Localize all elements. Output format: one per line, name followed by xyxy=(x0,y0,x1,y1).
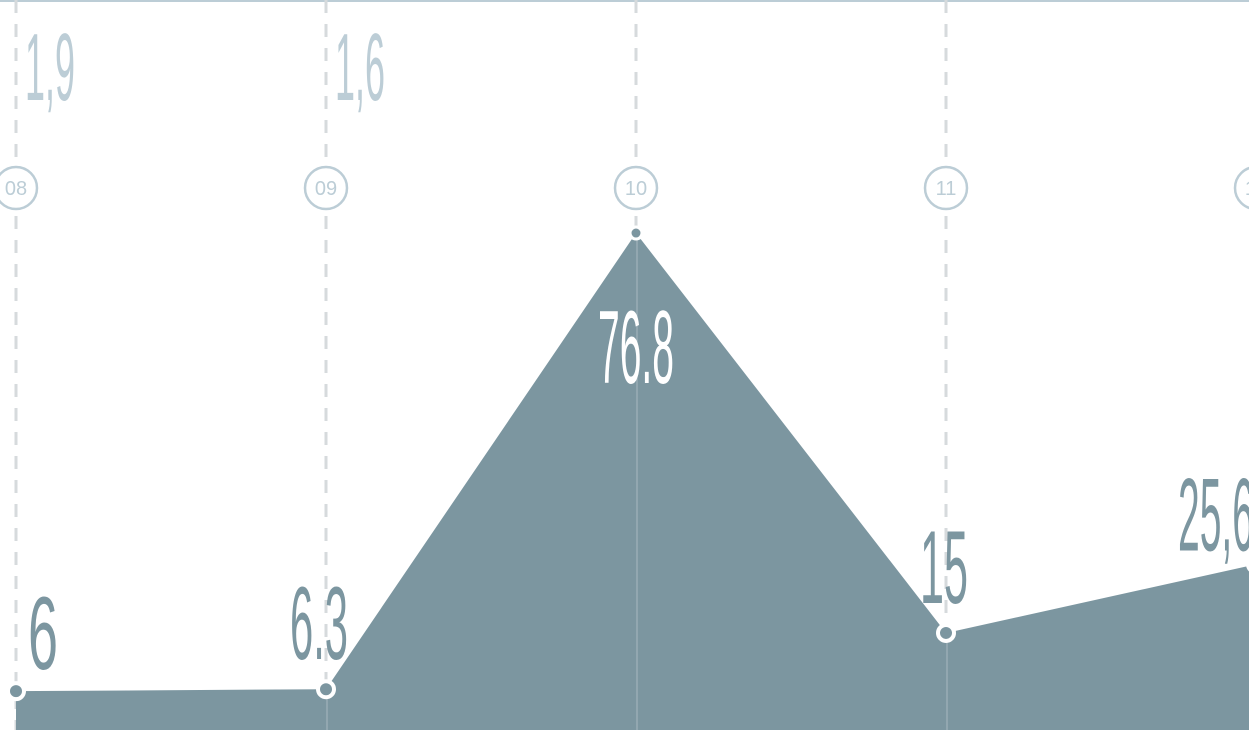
x-marker-09: 09 xyxy=(303,165,349,211)
x-marker-11: 11 xyxy=(923,165,969,211)
x-marker-circle xyxy=(1233,166,1249,210)
x-axis-markers: 08 09 10 11 12 xyxy=(0,165,1249,211)
x-tick-label: 09 xyxy=(315,178,337,200)
x-tick-label: 11 xyxy=(936,178,957,200)
x-marker-10: 10 xyxy=(613,165,659,211)
x-tick-label: 12 xyxy=(1245,178,1249,200)
x-marker-circle xyxy=(303,165,349,211)
x-tick-label: 08 xyxy=(5,178,27,200)
data-point-09 xyxy=(316,679,336,700)
x-marker-circle xyxy=(923,165,969,211)
value-label-10: 76.8 xyxy=(598,290,674,406)
area-separators xyxy=(326,237,948,730)
x-marker-12: 12 xyxy=(1233,166,1249,210)
data-point-11 xyxy=(936,622,956,643)
value-label-09: 6.3 xyxy=(290,566,348,682)
x-marker-circle xyxy=(0,165,39,211)
value-labels: 6 6.3 76.8 15 25,6 xyxy=(28,290,1249,692)
value-label-12: 25,6 xyxy=(1178,457,1249,573)
value-label-11: 15 xyxy=(920,510,968,626)
secondary-label-08: 1,9 xyxy=(25,14,75,121)
x-tick-label: 10 xyxy=(625,178,647,200)
secondary-label-09: 1,6 xyxy=(335,14,385,121)
x-marker-08: 08 xyxy=(0,165,39,211)
data-point-08 xyxy=(6,681,26,702)
value-label-08: 6 xyxy=(28,576,58,692)
secondary-labels: 1,9 1,6 xyxy=(25,14,385,121)
data-point-10 xyxy=(628,225,644,241)
area-fill xyxy=(16,233,1249,730)
data-points xyxy=(6,225,1249,702)
x-marker-circle xyxy=(613,165,659,211)
